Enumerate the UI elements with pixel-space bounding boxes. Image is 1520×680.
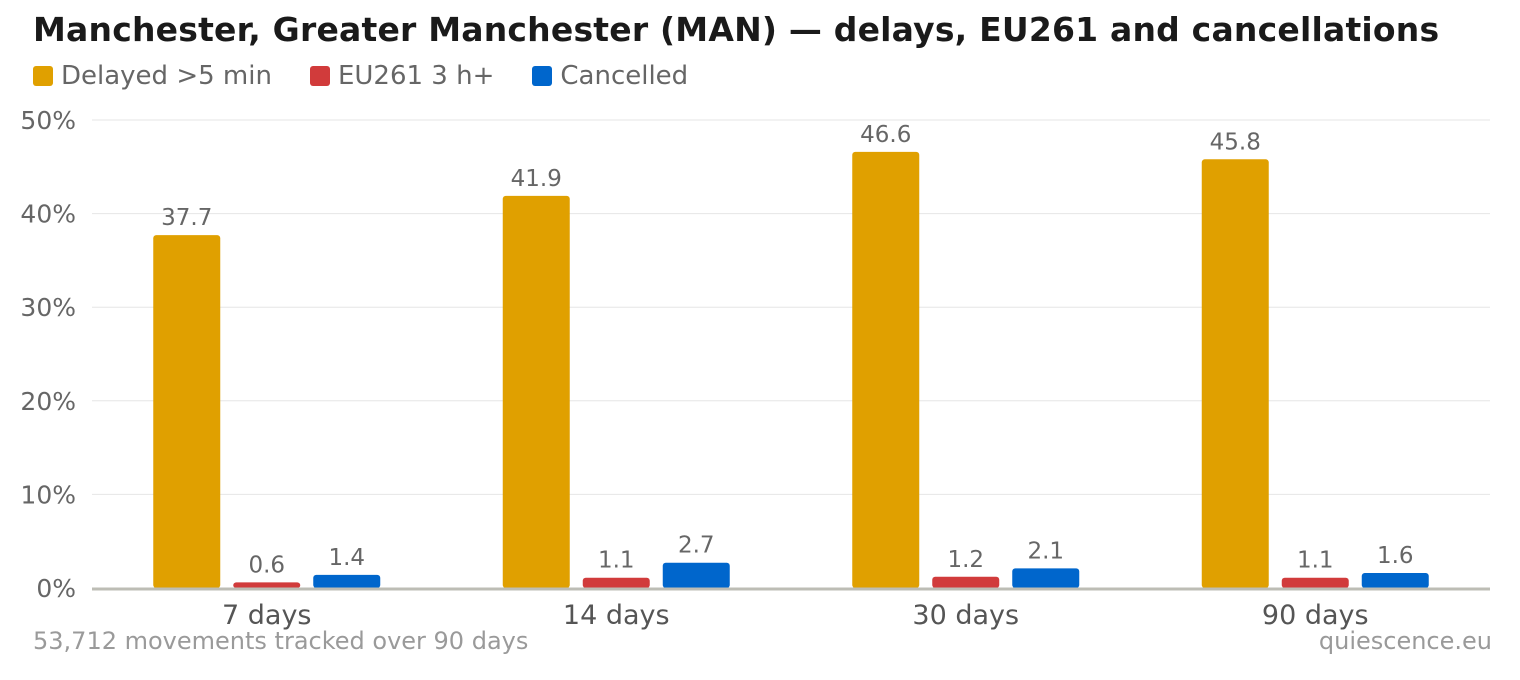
legend: Delayed >5 min EU261 3 h+ Cancelled <box>33 61 726 91</box>
y-tick-label: 30% <box>20 293 76 322</box>
y-tick-label: 20% <box>20 387 76 416</box>
bar <box>932 576 1000 588</box>
data-label: 1.6 <box>1377 543 1414 569</box>
bar <box>582 577 650 588</box>
data-label: 2.7 <box>678 533 715 559</box>
y-tick-label: 50% <box>20 106 76 135</box>
legend-swatch-cancelled <box>532 66 553 86</box>
bar <box>153 235 221 589</box>
legend-label-delayed: Delayed >5 min <box>61 61 272 91</box>
legend-label-cancelled: Cancelled <box>560 61 689 91</box>
data-label: 0.6 <box>248 552 285 578</box>
x-tick-label: 14 days <box>563 600 670 631</box>
chart-title: Manchester, Greater Manchester (MAN) — d… <box>33 10 1440 49</box>
bar <box>1201 159 1269 588</box>
y-tick-label: 0% <box>36 574 76 603</box>
x-tick-label: 7 days <box>222 600 312 631</box>
legend-swatch-delayed <box>33 66 53 86</box>
legend-item-eu261: EU261 3 h+ <box>309 61 495 91</box>
data-label: 37.7 <box>161 205 212 231</box>
bar <box>313 574 381 588</box>
bar <box>1281 577 1349 588</box>
x-tick-label: 90 days <box>1262 600 1369 631</box>
data-label: 46.6 <box>860 122 911 148</box>
data-label: 1.1 <box>1297 548 1334 574</box>
footer-note: 53,712 movements tracked over 90 days <box>33 627 529 655</box>
legend-item-delayed: Delayed >5 min <box>33 61 272 91</box>
bar <box>852 151 920 588</box>
data-label: 41.9 <box>511 166 562 192</box>
bar <box>1012 568 1080 588</box>
legend-swatch-eu261 <box>309 66 330 86</box>
bar <box>1361 573 1429 588</box>
data-label: 1.1 <box>598 548 635 574</box>
y-tick-label: 40% <box>20 200 76 229</box>
data-label: 1.2 <box>947 547 984 573</box>
data-label: 45.8 <box>1210 129 1261 155</box>
data-label: 1.4 <box>328 545 365 571</box>
bar <box>662 562 730 588</box>
data-label: 2.1 <box>1027 538 1064 564</box>
bar <box>502 195 570 589</box>
footer-source: quiescence.eu <box>1318 627 1492 655</box>
legend-label-eu261: EU261 3 h+ <box>337 61 495 91</box>
bar <box>233 582 301 588</box>
legend-item-cancelled: Cancelled <box>532 61 688 91</box>
x-tick-label: 30 days <box>912 600 1019 631</box>
y-tick-label: 10% <box>20 480 76 509</box>
